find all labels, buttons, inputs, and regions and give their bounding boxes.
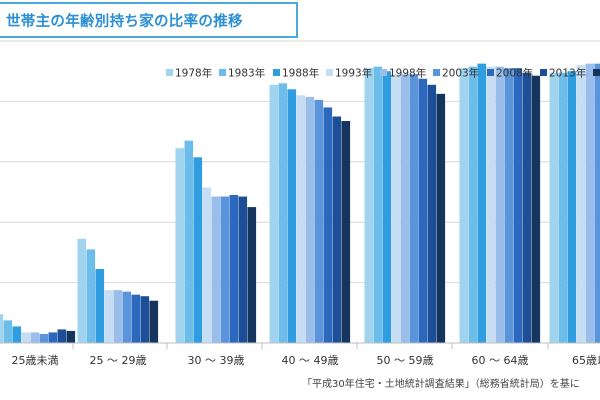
legend-swatch — [433, 69, 440, 76]
title-box: 世帯主の年齢別持ち家の比率の推移 — [0, 2, 298, 38]
bar — [229, 195, 239, 343]
legend-swatch — [487, 69, 494, 76]
bar — [558, 72, 568, 344]
bar — [323, 107, 333, 343]
bar — [332, 116, 342, 343]
bar — [594, 63, 600, 344]
bar — [305, 96, 315, 344]
x-tick-label: 60 ～ 64歳 — [472, 354, 529, 367]
bar — [57, 329, 67, 343]
x-tick-label: 50 ～ 59歳 — [377, 354, 434, 367]
legend-swatch — [380, 69, 387, 76]
bar — [86, 249, 96, 343]
legend-label: 2008年 — [496, 67, 533, 80]
bar — [576, 65, 586, 343]
bar — [585, 63, 595, 344]
bar — [30, 332, 40, 343]
bar — [113, 290, 123, 343]
bar — [373, 66, 383, 344]
x-tick-label: 25 ～ 29歳 — [90, 354, 147, 367]
legend-swatch — [273, 69, 280, 76]
bar — [314, 99, 324, 343]
bar — [122, 291, 132, 343]
bar — [391, 74, 401, 343]
bar — [549, 72, 559, 344]
bar — [468, 66, 478, 344]
bar — [149, 300, 159, 343]
bar — [427, 84, 437, 343]
bar — [12, 326, 22, 343]
bar — [436, 93, 446, 343]
bar — [531, 75, 541, 343]
x-tick-label: 25歳未満 — [12, 354, 59, 367]
bar — [39, 333, 49, 343]
legend-label: 1993年 — [335, 67, 372, 80]
bar — [278, 83, 288, 343]
bar — [77, 238, 87, 343]
bar — [184, 140, 194, 343]
legend-swatch — [219, 69, 226, 76]
bar — [477, 63, 487, 344]
legend-label: 1983年 — [228, 67, 265, 80]
bar — [48, 332, 58, 343]
bar — [459, 68, 469, 344]
bar — [382, 71, 392, 343]
bar — [409, 74, 419, 343]
bar — [95, 269, 105, 343]
bar — [21, 332, 31, 343]
bar — [341, 121, 351, 343]
bar — [238, 196, 248, 343]
bar — [220, 196, 230, 343]
legend-swatch — [540, 69, 547, 76]
bar — [3, 320, 13, 343]
bar — [486, 66, 496, 344]
bar — [211, 196, 221, 343]
legend-label: 2013年 — [549, 67, 586, 80]
bar — [175, 148, 185, 343]
bar — [513, 68, 523, 344]
legend-label: 1988年 — [282, 67, 319, 80]
legend-label: 1998年 — [389, 67, 426, 80]
x-tick-label: 30 ～ 39歳 — [188, 354, 245, 367]
bar — [66, 330, 76, 343]
bar — [495, 66, 505, 344]
bar — [104, 290, 114, 343]
bar — [247, 207, 257, 343]
x-tick-label: 40 ～ 49歳 — [282, 354, 339, 367]
legend-swatch — [593, 69, 600, 76]
bar — [418, 78, 428, 343]
legend-label: 1978年 — [175, 67, 212, 80]
legend-swatch — [166, 69, 173, 76]
bar — [567, 71, 577, 343]
bar — [400, 74, 410, 343]
bar — [522, 72, 532, 344]
bar — [131, 294, 141, 343]
source-note: 「平成30年住宅・土地統計調査結果」（総務省統計局）を基に — [302, 379, 580, 390]
legend-label: 2003年 — [442, 67, 479, 80]
x-tick-label: 65歳以 — [572, 354, 600, 367]
page-title: 世帯主の年齢別持ち家の比率の推移 — [6, 13, 243, 30]
legend-swatch — [326, 69, 333, 76]
bar — [140, 296, 150, 343]
bar — [269, 84, 279, 343]
bar — [193, 157, 203, 343]
bar — [202, 187, 212, 343]
bar — [504, 68, 514, 344]
bar — [296, 95, 306, 343]
bar — [364, 68, 374, 344]
bar — [287, 89, 297, 343]
bar — [0, 314, 4, 343]
